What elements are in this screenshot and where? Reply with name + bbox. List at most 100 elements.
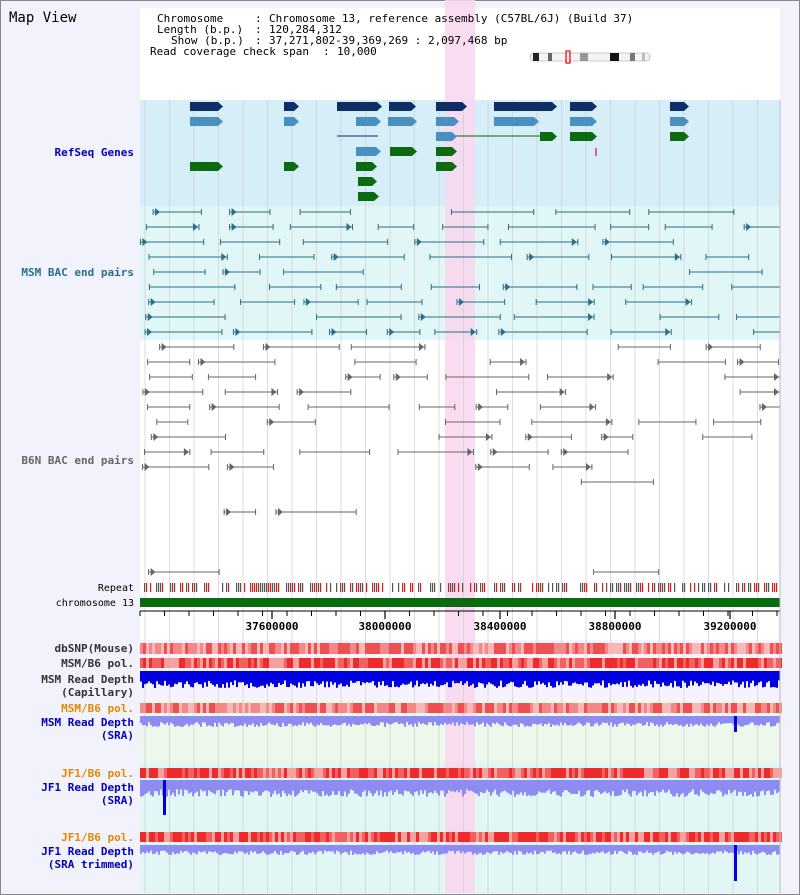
polymorphism-cell — [428, 703, 431, 713]
read-depth-bar — [326, 780, 328, 795]
repeat-mark — [374, 583, 376, 592]
read-depth-bar — [182, 671, 184, 688]
track-label-jf1-pol[interactable]: JF1/B6 pol. — [61, 767, 134, 780]
polymorphism-cell — [452, 703, 455, 713]
polymorphism-cell — [725, 703, 728, 713]
bac-pair-arrow — [739, 358, 745, 366]
track-label-refseq-genes[interactable]: RefSeq Genes — [54, 146, 134, 159]
polymorphism-cell — [470, 703, 473, 713]
track-label-repeat[interactable]: Repeat — [97, 583, 134, 594]
track-label-msm-b6-pol[interactable]: MSM/B6 pol. — [61, 657, 134, 670]
polymorphism-cell — [365, 703, 368, 713]
read-depth-bar — [236, 845, 238, 854]
polymorphism-cell — [476, 643, 479, 654]
read-depth-bar — [746, 671, 748, 682]
track-label-chromosome[interactable]: chromosome 13 — [55, 598, 134, 609]
read-depth-bar — [528, 671, 530, 688]
read-depth-bar — [464, 716, 466, 725]
repeat-mark — [150, 583, 152, 592]
read-depth-bar — [508, 716, 510, 727]
read-depth-bar — [248, 780, 250, 795]
polymorphism-cell — [668, 768, 671, 778]
polymorphism-cell — [638, 768, 641, 778]
read-depth-bar — [282, 671, 284, 684]
polymorphism-cell — [140, 703, 143, 713]
polymorphism-cell — [221, 658, 224, 668]
repeat-mark — [708, 583, 710, 592]
read-depth-bar — [164, 716, 166, 725]
polymorphism-cell — [578, 643, 581, 654]
polymorphism-cell — [761, 643, 764, 654]
read-depth-bar — [598, 780, 600, 792]
read-depth-bar — [712, 716, 714, 726]
read-depth-bar — [492, 845, 494, 852]
polymorphism-cell — [752, 703, 755, 713]
read-depth-bar — [314, 716, 316, 727]
read-depth-bar — [446, 671, 448, 683]
read-depth-bar — [570, 780, 572, 794]
track-label-msm-b6-pol-2[interactable]: MSM/B6 pol. — [61, 702, 134, 715]
track-label-dbsnp[interactable]: dbSNP(Mouse) — [54, 642, 134, 655]
polymorphism-cell — [617, 832, 620, 842]
read-depth-bar — [738, 671, 740, 688]
read-depth-bar — [398, 845, 400, 853]
read-depth-bar — [282, 716, 284, 723]
read-depth-bar — [602, 780, 604, 793]
track-label-jf1-depth-sra[interactable]: JF1 Read Depth — [41, 781, 134, 794]
read-depth-bar — [638, 716, 640, 723]
read-depth-bar — [252, 845, 254, 853]
polymorphism-cell — [335, 658, 338, 668]
read-depth-bar — [672, 716, 674, 726]
read-depth-bar — [540, 780, 542, 793]
read-depth-bar — [192, 716, 194, 725]
polymorphism-cell — [176, 658, 179, 668]
bac-pair-arrow — [478, 403, 484, 411]
polymorphism-cell — [728, 832, 731, 842]
polymorphism-cell — [743, 643, 746, 654]
read-depth-bar — [540, 716, 542, 724]
repeat-mark — [356, 583, 358, 592]
read-depth-bar — [350, 671, 352, 681]
read-depth-bar — [472, 845, 474, 855]
bac-pair-arrow — [347, 373, 353, 381]
read-depth-bar — [422, 671, 424, 684]
polymorphism-cell — [341, 768, 344, 778]
read-depth-bar — [416, 671, 418, 681]
read-depth-bar — [754, 845, 756, 854]
polymorphism-cell — [302, 768, 305, 778]
read-depth-bar — [166, 671, 168, 686]
track-label-jf1-depth-trimmed[interactable]: JF1 Read Depth — [41, 845, 134, 858]
repeat-mark — [454, 583, 456, 592]
read-depth-bar — [344, 671, 346, 687]
read-depth-bar — [298, 780, 300, 794]
read-depth-bar — [184, 780, 186, 790]
read-depth-bar — [452, 780, 454, 792]
track-label-b6n-bac[interactable]: B6N BAC end pairs — [21, 454, 134, 467]
polymorphism-cell — [569, 832, 572, 842]
polymorphism-cell — [308, 832, 311, 842]
track-label-msm-depth-capillary[interactable]: MSM Read Depth — [41, 673, 134, 686]
read-depth-bar — [652, 671, 654, 688]
read-depth-bar — [518, 671, 520, 688]
read-depth-bar — [534, 780, 536, 796]
track-label-msm-depth-sra[interactable]: MSM Read Depth — [41, 716, 134, 729]
track-label-msm-bac[interactable]: MSM BAC end pairs — [21, 266, 134, 279]
read-depth-bar — [584, 671, 586, 683]
gene-arrow — [218, 117, 223, 126]
read-depth-bar — [432, 716, 434, 726]
read-depth-spike — [734, 716, 737, 732]
polymorphism-cell — [314, 832, 317, 842]
read-depth-bar — [256, 845, 258, 854]
polymorphism-cell — [257, 658, 260, 668]
track-label-jf1-pol-2[interactable]: JF1/B6 pol. — [61, 831, 134, 844]
polymorphism-cell — [380, 703, 383, 713]
read-depth-bar — [446, 716, 448, 725]
read-depth-bar — [568, 845, 570, 852]
read-depth-bar — [292, 716, 294, 727]
polymorphism-cell — [683, 703, 686, 713]
polymorphism-cell — [149, 658, 152, 668]
polymorphism-cell — [191, 832, 194, 842]
polymorphism-cell — [425, 643, 428, 654]
repeat-mark — [238, 583, 240, 592]
